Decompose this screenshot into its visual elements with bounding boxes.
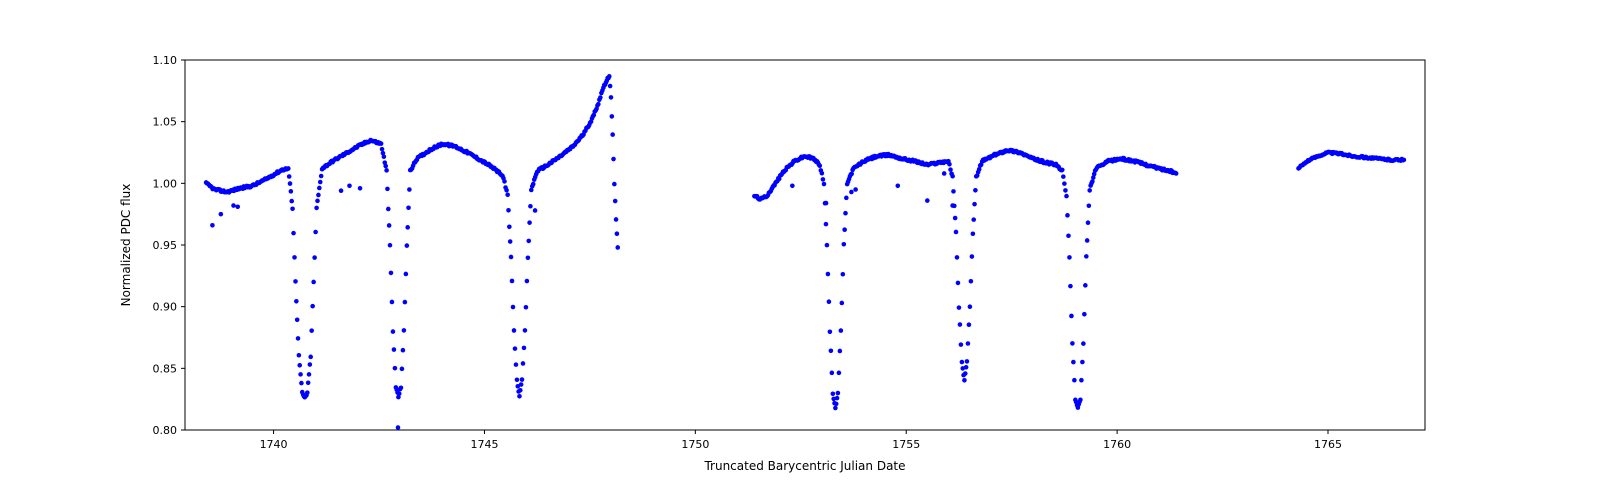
xtick-label: 1760 [1103, 438, 1131, 451]
ytick-label: 0.95 [153, 239, 178, 252]
ytick-label: 0.80 [153, 424, 178, 437]
x-axis-label: Truncated Barycentric Julian Date [703, 459, 905, 473]
lightcurve-chart: 1740 1745 1750 1755 1760 1765 0.80 0.85 0.90 0.95… [0, 0, 1600, 500]
ytick-label: 1.00 [153, 177, 178, 190]
ytick-label: 1.05 [153, 116, 178, 129]
xtick-label: 1765 [1314, 438, 1342, 451]
y-axis-label: Normalized PDC flux [119, 184, 133, 307]
chart-svg: 1740 1745 1750 1755 1760 1765 0.80 0.85 0.90 0.95… [0, 0, 1600, 500]
xtick-label: 1750 [681, 438, 709, 451]
ytick-label: 0.90 [153, 301, 178, 314]
ytick-label: 1.10 [153, 54, 178, 67]
xtick-label: 1740 [260, 438, 288, 451]
xtick-label: 1745 [470, 438, 498, 451]
ytick-label: 0.85 [153, 362, 178, 375]
xtick-label: 1755 [892, 438, 920, 451]
